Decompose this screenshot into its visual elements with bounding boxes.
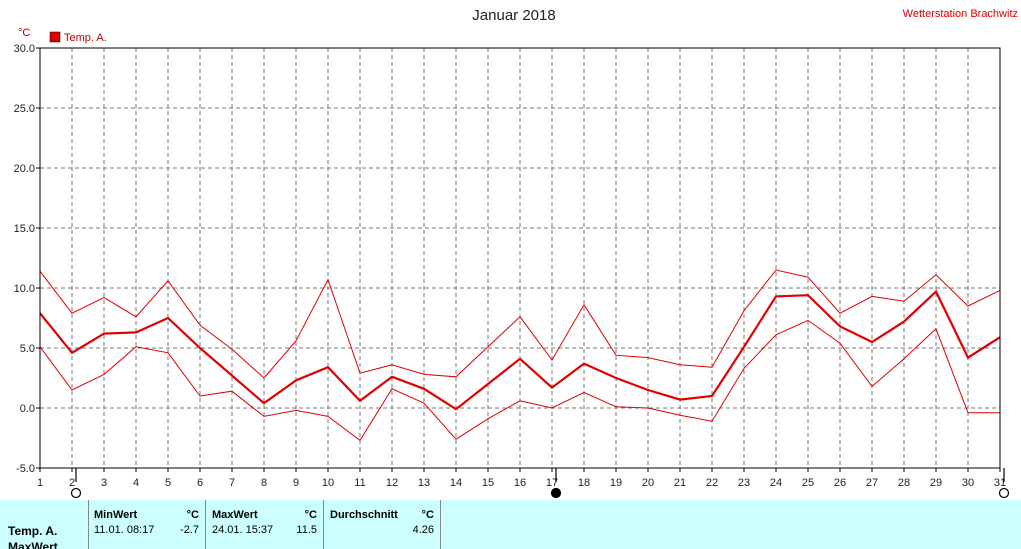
min-when: 11.01. 08:17 — [94, 524, 155, 536]
x-tick-label: 19 — [610, 477, 622, 489]
x-tick-label: 30 — [962, 477, 974, 489]
plot-frame — [39, 47, 1001, 469]
chart-title: Januar 2018 — [472, 7, 555, 24]
min-column: MinWert °C 11.01. 08:17 -2.7 — [89, 500, 205, 549]
x-tick-label: 1 — [37, 477, 43, 489]
x-tick-label: 5 — [165, 477, 171, 489]
x-tick-label: 15 — [482, 477, 494, 489]
y-axis-unit: °C — [18, 27, 30, 39]
new-moon-icon — [550, 487, 562, 499]
x-tick-label: 12 — [386, 477, 398, 489]
temperature-chart: Januar 2018 Wetterstation Brachwitz °C T… — [13, 7, 1018, 499]
min-value: -2.7 — [180, 524, 199, 536]
y-tick-label: 20.0 — [14, 163, 35, 175]
y-tick-label: 5.0 — [20, 343, 35, 355]
x-tick-label: 21 — [674, 477, 686, 489]
x-tick-label: 2 — [69, 477, 75, 489]
statistics-panel: Temp. A. MaxWert MinWert °C 11.01. 08:17… — [0, 500, 1021, 549]
x-tick-label: 31 — [994, 477, 1006, 489]
x-tick-label: 28 — [898, 477, 910, 489]
x-tick-label: 8 — [261, 477, 267, 489]
stats-separator — [88, 500, 89, 549]
y-tick-label: 25.0 — [14, 103, 35, 115]
x-tick-label: 3 — [101, 477, 107, 489]
avg-value: 4.26 — [412, 524, 434, 536]
x-tick-label: 20 — [642, 477, 654, 489]
stats-separator — [440, 500, 441, 549]
x-tick-label: 18 — [578, 477, 590, 489]
x-tick-label: 14 — [450, 477, 462, 489]
series-group — [39, 269, 1001, 442]
x-tick-label: 29 — [930, 477, 942, 489]
x-tick-label: 23 — [738, 477, 750, 489]
max-unit: °C — [304, 509, 317, 521]
x-tick-label: 9 — [293, 477, 299, 489]
avg-header: Durchschnitt — [330, 509, 398, 521]
max-header: MaxWert — [212, 509, 258, 521]
avg-column: Durchschnitt °C 4.26 — [324, 500, 440, 549]
x-tick-label: 11 — [354, 477, 365, 489]
full-moon-icon — [70, 487, 82, 499]
series-line-max — [39, 269, 1001, 379]
y-axis-ticks: 30.0 25.0 20.0 15.0 10.0 5.0 0.0 -5.0 — [14, 43, 40, 475]
stats-separator — [205, 500, 206, 549]
legend-label: Temp. A. — [64, 32, 107, 44]
x-tick-label: 22 — [706, 477, 718, 489]
y-tick-label: 15.0 — [14, 223, 35, 235]
max-when: 24.01. 15:37 — [212, 524, 274, 536]
x-tick-label: 6 — [197, 477, 203, 489]
min-unit: °C — [186, 509, 199, 521]
x-tick-label: 26 — [834, 477, 846, 489]
x-tick-label: 17 — [546, 477, 558, 489]
y-tick-label: 0.0 — [20, 403, 35, 415]
series-line-min — [39, 319, 1000, 442]
y-tick-label: -5.0 — [16, 463, 35, 475]
stats-row-label: Temp. A. — [8, 524, 58, 538]
max-value: 11.5 — [296, 524, 317, 536]
legend-swatch — [49, 31, 61, 43]
x-tick-label: 13 — [418, 477, 430, 489]
x-tick-label: 10 — [322, 477, 334, 489]
x-tick-label: 7 — [229, 477, 235, 489]
station-name: Wetterstation Brachwitz — [903, 8, 1018, 20]
x-axis-ticks: 1 2 3 4 5 6 7 8 9 10 11 12 13 14 15 16 17 18 19 20 21 22 23 24 2… — [37, 468, 1006, 489]
x-tick-label: 16 — [514, 477, 526, 489]
min-header: MinWert — [94, 509, 138, 521]
y-tick-label: 30.0 — [14, 43, 35, 55]
full-moon-icon — [998, 487, 1010, 499]
stats-separator — [323, 500, 324, 549]
series-line-mean — [39, 289, 1001, 411]
y-tick-label: 10.0 — [14, 283, 35, 295]
stats-row-label-2: MaxWert — [8, 540, 58, 549]
x-tick-label: 24 — [770, 477, 782, 489]
x-tick-label: 25 — [802, 477, 814, 489]
max-column: MaxWert °C 24.01. 15:37 11.5 — [206, 500, 323, 549]
avg-unit: °C — [421, 509, 434, 521]
x-tick-label: 27 — [866, 477, 878, 489]
x-tick-label: 4 — [133, 477, 139, 489]
moon-phases — [70, 468, 1010, 499]
